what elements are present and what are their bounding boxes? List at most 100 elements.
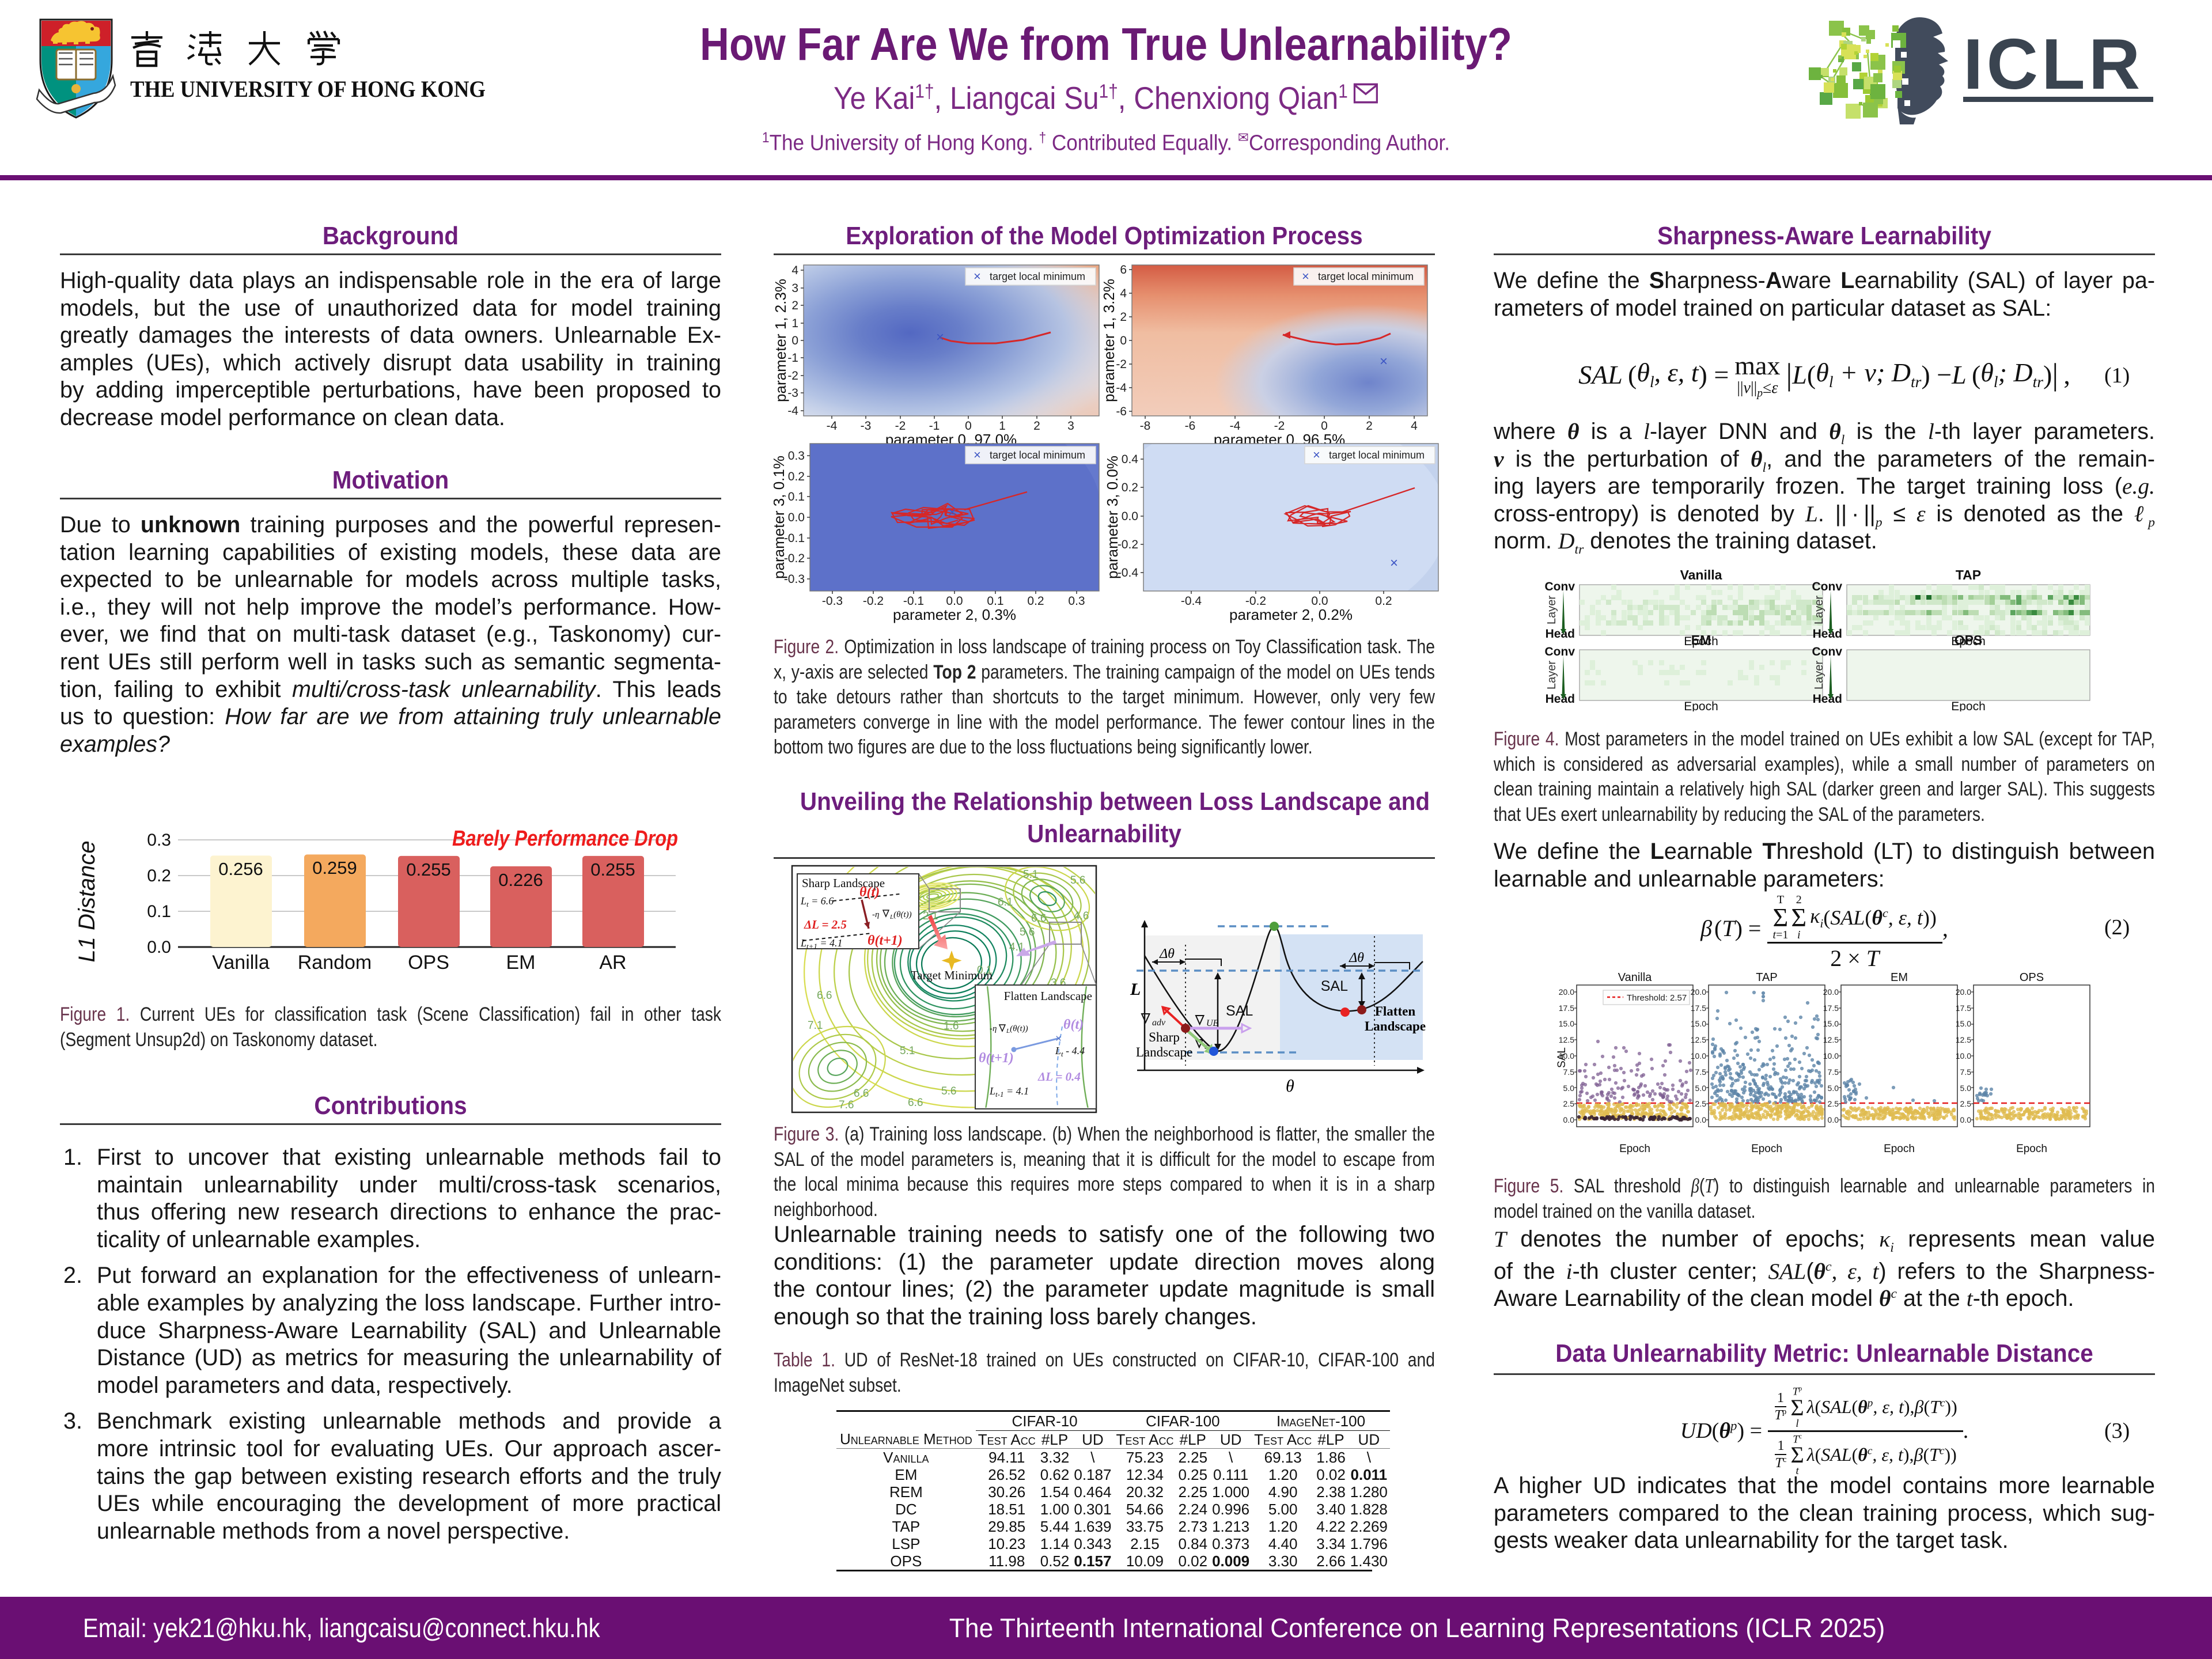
svg-text:Sharp Landscape: Sharp Landscape [802, 876, 885, 890]
svg-text:2: 2 [1366, 419, 1373, 433]
svg-text:-6: -6 [1116, 405, 1127, 418]
svg-text:5.0: 5.0 [1828, 1084, 1839, 1093]
svg-text:Lt = 6.6: Lt = 6.6 [800, 895, 834, 908]
svg-text:7.5: 7.5 [1695, 1067, 1707, 1077]
svg-text:×: × [1390, 555, 1398, 571]
svg-text:Vanilla: Vanilla [212, 952, 270, 974]
svg-text:5.1: 5.1 [900, 1045, 915, 1057]
svg-text:12.5: 12.5 [1559, 1035, 1574, 1044]
svg-text:×: × [1380, 354, 1388, 369]
svg-text:-0.4: -0.4 [1118, 566, 1139, 579]
svg-text:0.255: 0.255 [590, 859, 635, 880]
svg-text:0.255: 0.255 [406, 859, 451, 880]
svg-text:0: 0 [1120, 334, 1127, 347]
svg-text:-4: -4 [827, 419, 838, 433]
svg-text:×: × [1313, 448, 1320, 462]
svg-text:-2: -2 [1274, 419, 1285, 433]
svg-text:15.0: 15.0 [1559, 1019, 1574, 1028]
svg-text:4: 4 [1120, 287, 1127, 300]
svg-text:Sharp: Sharp [1149, 1030, 1180, 1044]
svg-text:Epoch: Epoch [1951, 635, 1986, 648]
svg-text:5.6: 5.6 [1070, 874, 1085, 887]
svg-text:Flatten Landscape: Flatten Landscape [1004, 989, 1092, 1003]
svg-text:Landscape: Landscape [1365, 1019, 1426, 1033]
svg-text:θ(t): θ(t) [1063, 1017, 1084, 1032]
svg-text:Layer: Layer [1546, 596, 1558, 624]
svg-text:×: × [974, 269, 981, 283]
svg-text:adv: adv [1152, 1018, 1166, 1028]
svg-text:Lt - 4.4: Lt - 4.4 [1055, 1045, 1085, 1058]
svg-text:10.0: 10.0 [1956, 1051, 1971, 1060]
svg-text:7.5: 7.5 [1828, 1067, 1839, 1077]
svg-text:17.5: 17.5 [1559, 1003, 1574, 1013]
svg-text:15.0: 15.0 [1956, 1019, 1971, 1028]
svg-text:7.5: 7.5 [1960, 1067, 1972, 1077]
svg-text:parameter 3, 0.1%: parameter 3, 0.1% [774, 456, 787, 579]
svg-text:0.1: 0.1 [977, 964, 992, 976]
svg-text:OPS: OPS [1955, 632, 1983, 647]
svg-text:-0.3: -0.3 [784, 573, 805, 586]
svg-text:-0.1: -0.1 [903, 594, 924, 608]
svg-text:-1: -1 [787, 351, 798, 365]
svg-text:OPS: OPS [2020, 971, 2044, 984]
svg-text:target local minimum: target local minimum [990, 449, 1085, 461]
svg-text:12.5: 12.5 [1956, 1035, 1971, 1044]
svg-text:20.0: 20.0 [1559, 987, 1574, 997]
svg-text:Head: Head [1813, 692, 1842, 706]
svg-text:Barely Performance Drop: Barely Performance Drop [452, 827, 678, 851]
svg-text:-0.1: -0.1 [784, 532, 805, 545]
svg-text:Epoch: Epoch [2016, 1143, 2047, 1155]
svg-text:0: 0 [791, 334, 798, 347]
svg-text:0.226: 0.226 [498, 870, 543, 890]
svg-text:Random: Random [298, 952, 372, 974]
svg-text:-8: -8 [1140, 419, 1151, 433]
svg-text:0: 0 [1321, 419, 1328, 433]
svg-text:Layer: Layer [1813, 596, 1825, 624]
svg-text:-0.2: -0.2 [1118, 538, 1138, 551]
svg-text:θ(t): θ(t) [859, 885, 880, 900]
svg-text:-0.2: -0.2 [1245, 594, 1266, 608]
svg-text:θ(t+1): θ(t+1) [979, 1051, 1014, 1066]
svg-text:×: × [948, 505, 956, 520]
svg-text:EM: EM [506, 952, 536, 974]
svg-text:2.5: 2.5 [1828, 1099, 1839, 1108]
svg-text:Epoch: Epoch [1684, 700, 1718, 711]
svg-text:7.5: 7.5 [1563, 1067, 1575, 1077]
svg-text:-η: -η [872, 910, 879, 919]
svg-text:L(θ(t)): L(θ(t)) [889, 910, 912, 921]
svg-text:7.6: 7.6 [839, 1099, 854, 1111]
svg-text:target local minimum: target local minimum [1329, 449, 1425, 461]
svg-text:-4: -4 [1116, 381, 1127, 395]
svg-text:Threshold: 2.57: Threshold: 2.57 [1627, 993, 1687, 1003]
svg-text:Δθ: Δθ [1349, 950, 1364, 965]
svg-text:2: 2 [1033, 419, 1040, 433]
svg-text:2: 2 [791, 299, 798, 312]
svg-text:Conv: Conv [1545, 645, 1575, 658]
svg-text:2.5: 2.5 [1960, 1099, 1972, 1108]
svg-text:0.2: 0.2 [147, 866, 171, 885]
svg-text:0: 0 [965, 419, 972, 433]
svg-text:0.3: 0.3 [1068, 594, 1085, 608]
svg-text:Epoch: Epoch [1751, 1143, 1782, 1155]
svg-text:-0.3: -0.3 [822, 594, 843, 608]
svg-text:3: 3 [1067, 419, 1074, 433]
svg-text:L1 Distance: L1 Distance [74, 840, 100, 962]
svg-text:0.0: 0.0 [946, 594, 963, 608]
svg-text:target local minimum: target local minimum [990, 271, 1085, 282]
svg-text:L(θ(t)): L(θ(t)) [1006, 1024, 1028, 1035]
svg-text:10.0: 10.0 [1823, 1051, 1839, 1060]
svg-text:Δθ: Δθ [1159, 946, 1175, 961]
svg-text:15.0: 15.0 [1691, 1019, 1706, 1028]
svg-text:20.0: 20.0 [1956, 987, 1971, 997]
svg-text:4: 4 [1411, 419, 1418, 433]
svg-text:5.6: 5.6 [1020, 926, 1035, 938]
svg-text:2: 2 [1120, 310, 1127, 324]
svg-text:4.6: 4.6 [1074, 910, 1089, 922]
svg-text:parameter 1, 3.2%: parameter 1, 3.2% [1100, 279, 1118, 402]
svg-text:-0.2: -0.2 [863, 594, 884, 608]
svg-text:-0.2: -0.2 [784, 552, 805, 565]
svg-text:3: 3 [791, 282, 798, 295]
svg-text:-0.4: -0.4 [1181, 594, 1202, 608]
svg-text:SAL: SAL [1556, 1047, 1568, 1068]
svg-text:1: 1 [999, 419, 1006, 433]
